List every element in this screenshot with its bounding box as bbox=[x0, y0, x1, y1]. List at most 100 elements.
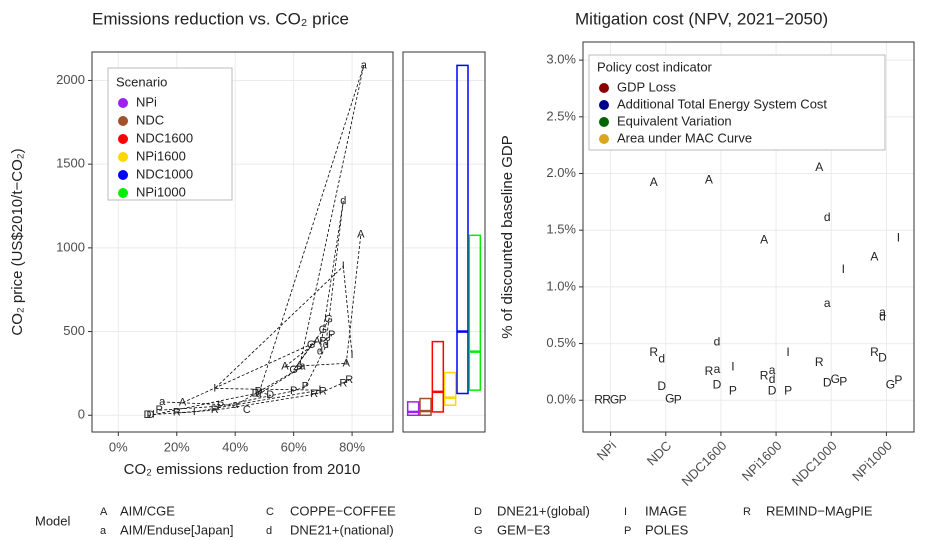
legend-swatch bbox=[118, 116, 128, 126]
point: P bbox=[302, 381, 309, 393]
model-path bbox=[176, 379, 350, 414]
left-title: Emissions reduction vs. CO₂ price bbox=[92, 9, 349, 28]
point: R bbox=[319, 386, 327, 398]
model-key: G bbox=[474, 525, 483, 537]
point: a bbox=[159, 396, 166, 408]
legend-label: Equivalent Variation bbox=[617, 113, 732, 128]
point: A bbox=[870, 250, 878, 264]
model-key: I bbox=[624, 506, 627, 518]
x-tick-label: 40% bbox=[222, 439, 248, 454]
point: d bbox=[879, 310, 886, 324]
model-path bbox=[159, 334, 332, 411]
point: G bbox=[610, 392, 619, 406]
legend-swatch bbox=[599, 83, 609, 93]
point: D bbox=[255, 386, 263, 398]
point: R bbox=[339, 377, 347, 389]
point: D bbox=[146, 409, 154, 421]
x-tick-label: NDC bbox=[644, 438, 675, 469]
point: D bbox=[657, 379, 666, 393]
point: d bbox=[317, 346, 323, 358]
point: R bbox=[594, 392, 603, 406]
range-box bbox=[419, 397, 432, 417]
point: d bbox=[824, 210, 831, 224]
model-name: IMAGE bbox=[645, 503, 687, 518]
model-name: AIM/CGE bbox=[120, 503, 175, 518]
model-key: a bbox=[100, 525, 107, 537]
point: A bbox=[281, 361, 289, 373]
point: a bbox=[256, 388, 263, 400]
point: R bbox=[815, 355, 824, 369]
model-path bbox=[153, 265, 353, 415]
point: R bbox=[173, 407, 181, 419]
point: G bbox=[289, 364, 298, 376]
legend-label: NPi1600 bbox=[136, 148, 186, 163]
model-path bbox=[293, 319, 330, 371]
legend-swatch bbox=[118, 152, 128, 162]
model-key: R bbox=[743, 506, 751, 518]
point: G bbox=[886, 378, 895, 392]
model-key: C bbox=[266, 506, 274, 518]
legend-swatch bbox=[118, 188, 128, 198]
point: a bbox=[296, 361, 303, 373]
point: R bbox=[310, 388, 318, 400]
legend-label: NPi1000 bbox=[136, 184, 186, 199]
model-path bbox=[182, 234, 362, 404]
point: P bbox=[839, 374, 847, 388]
model-name: REMIND−MAgPIE bbox=[766, 503, 873, 518]
point: I bbox=[731, 360, 734, 374]
point: a bbox=[714, 362, 721, 376]
point: P bbox=[290, 385, 297, 397]
point: A bbox=[650, 175, 658, 189]
point: R bbox=[760, 369, 769, 383]
point: A bbox=[760, 233, 768, 247]
y-tick-label: 0.0% bbox=[546, 392, 576, 407]
point: d bbox=[714, 335, 721, 349]
legend-swatch bbox=[118, 98, 128, 108]
point: D bbox=[144, 409, 152, 421]
point: A bbox=[179, 397, 187, 409]
point: D bbox=[252, 387, 260, 399]
point: P bbox=[328, 329, 335, 341]
point: G bbox=[324, 314, 333, 326]
point: a bbox=[299, 361, 306, 373]
point: I bbox=[213, 382, 216, 394]
point: A bbox=[357, 228, 365, 240]
y-tick-label: 2.5% bbox=[546, 108, 576, 123]
x-axis-title: CO₂ emissions reduction from 2010 bbox=[124, 461, 361, 478]
point: R bbox=[211, 404, 219, 416]
model-key: P bbox=[624, 525, 631, 537]
point: P bbox=[674, 392, 682, 406]
range-box bbox=[456, 64, 469, 395]
point: I bbox=[842, 262, 845, 276]
x-tick-label: 0% bbox=[109, 439, 128, 454]
model-name: AIM/Enduse[Japan] bbox=[120, 522, 233, 537]
point: P bbox=[217, 400, 224, 412]
y-tick-label: 500 bbox=[63, 323, 85, 338]
point: R bbox=[345, 374, 353, 386]
point: D bbox=[878, 350, 887, 364]
legend-swatch bbox=[118, 134, 128, 144]
x-tick-label: NPi1000 bbox=[849, 438, 895, 484]
x-tick-label: NPi1600 bbox=[739, 438, 785, 484]
x-tick-label: NDC1000 bbox=[789, 438, 840, 489]
point: D bbox=[713, 378, 722, 392]
y-axis-title: CO₂ price (US$2010/t−CO₂) bbox=[9, 148, 26, 335]
point: P bbox=[319, 336, 326, 348]
legend-swatch bbox=[599, 100, 609, 110]
point: d bbox=[658, 352, 665, 366]
y-tick-label: 2000 bbox=[56, 72, 85, 87]
point: G bbox=[831, 372, 840, 386]
model-key: d bbox=[266, 525, 272, 537]
range-box bbox=[431, 340, 445, 413]
legend-title: Policy cost indicator bbox=[597, 59, 713, 74]
point: R bbox=[602, 392, 611, 406]
y-tick-label: 0 bbox=[78, 407, 85, 422]
point: I bbox=[193, 406, 196, 418]
y-tick-label: 0.5% bbox=[546, 335, 576, 350]
y-axis-title: % of discounted baseline GDP bbox=[499, 135, 516, 338]
point: P bbox=[784, 383, 792, 397]
point: I bbox=[786, 345, 789, 359]
point: d bbox=[340, 195, 346, 207]
y-tick-label: 1000 bbox=[56, 239, 85, 254]
